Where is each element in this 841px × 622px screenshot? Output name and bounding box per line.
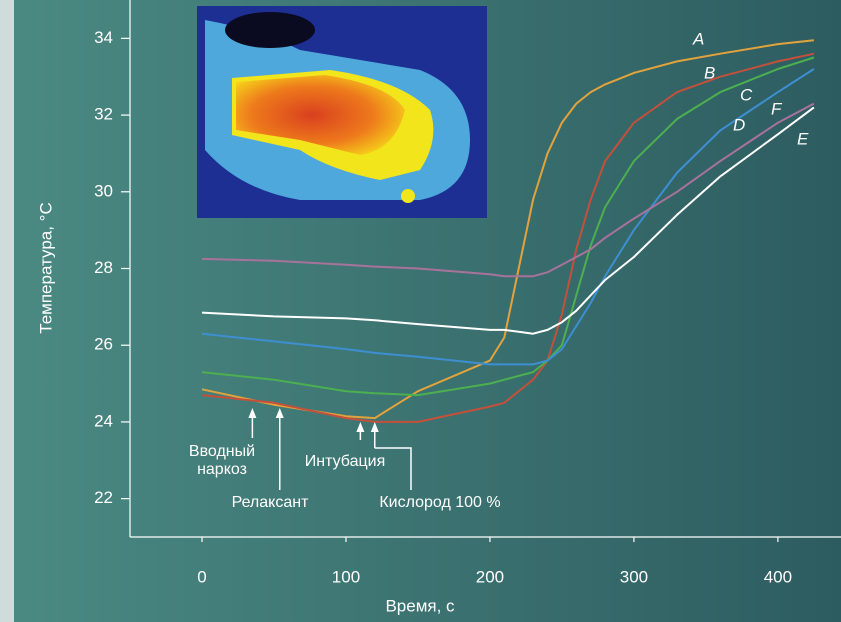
y-axis-label: Температура, °С <box>36 202 55 333</box>
x-axis-label: Время, с <box>385 596 455 615</box>
annotation-text: Кислород 100 % <box>379 494 500 511</box>
x-tick-label: 300 <box>620 567 648 586</box>
y-tick-label: 34 <box>94 28 113 47</box>
annotation-text: наркоз <box>197 461 247 478</box>
y-tick-label: 30 <box>94 181 113 200</box>
x-tick-label: 100 <box>332 567 360 586</box>
legend-label: D <box>733 115 745 134</box>
chart: Температура, °С Время, с 22 24 26 28 30 32 34 0… <box>0 0 841 622</box>
legend-label: C <box>740 85 753 104</box>
legend-label: F <box>771 99 783 118</box>
y-tick-label: 32 <box>94 105 113 124</box>
x-tick-label: 200 <box>476 567 504 586</box>
annotation-text: Интубация <box>305 453 385 470</box>
legend-label: E <box>797 129 809 148</box>
thermal-image <box>197 6 487 218</box>
y-tick-label: 26 <box>94 335 113 354</box>
x-tick-label: 400 <box>764 567 792 586</box>
annotation-text: Вводный <box>189 443 255 460</box>
margin <box>0 0 14 622</box>
y-tick-label: 28 <box>94 258 113 277</box>
y-tick-label: 22 <box>94 488 113 507</box>
legend-label: B <box>704 63 715 82</box>
x-tick-label: 0 <box>197 567 206 586</box>
annotation-text: Релаксант <box>232 494 309 511</box>
legend-label: A <box>692 29 704 48</box>
y-tick-label: 24 <box>94 411 113 430</box>
